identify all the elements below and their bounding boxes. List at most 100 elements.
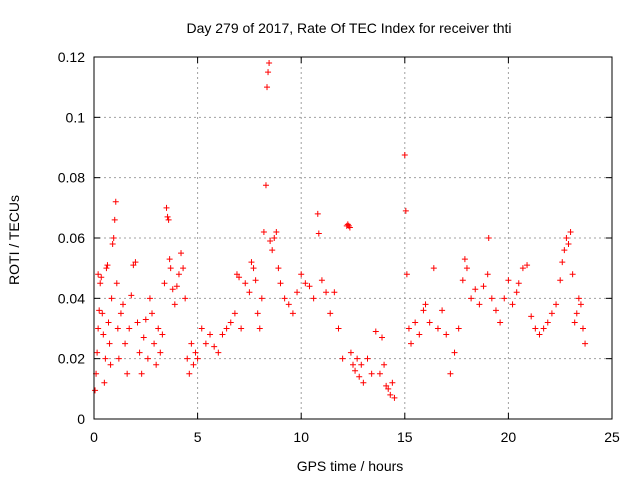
data-point (335, 325, 342, 332)
data-point (476, 301, 483, 308)
data-point (567, 228, 574, 235)
data-point (194, 355, 201, 362)
data-point (571, 319, 578, 326)
data-point (315, 230, 322, 237)
data-point (155, 325, 162, 332)
data-point (273, 228, 280, 235)
data-point (579, 325, 586, 332)
data-point (238, 325, 245, 332)
data-point (277, 280, 284, 287)
data-point (372, 328, 379, 335)
data-point (202, 340, 209, 347)
y-tick-label: 0.06 (58, 230, 85, 246)
data-point (327, 310, 334, 317)
data-point (536, 331, 543, 338)
data-point (443, 331, 450, 338)
data-point (103, 265, 110, 272)
data-point (161, 280, 168, 287)
data-point (557, 277, 564, 284)
data-point (513, 289, 520, 296)
data-point (186, 370, 193, 377)
axis-ticks: 0 5 10 15 20 25 0 0.02 0.04 0.06 0.08 0.1 0.12 (58, 49, 620, 445)
data-point (242, 280, 249, 287)
data-point (250, 265, 257, 272)
data-point (98, 274, 105, 281)
data-point (180, 265, 187, 272)
data-point (281, 295, 288, 302)
data-point (524, 262, 531, 269)
data-point (318, 277, 325, 284)
data-point (262, 182, 269, 189)
data-point (294, 289, 301, 296)
data-point (480, 283, 487, 290)
data-point (271, 235, 278, 241)
y-tick-label: 0.12 (58, 49, 85, 65)
data-point (207, 331, 214, 338)
data-point (157, 349, 164, 356)
data-point (381, 361, 388, 368)
data-point (323, 289, 330, 296)
data-point (99, 310, 106, 317)
data-point (126, 325, 133, 332)
data-point (182, 295, 189, 302)
data-point (109, 241, 116, 248)
data-point (573, 310, 580, 317)
data-point (408, 340, 415, 347)
data-point (140, 334, 147, 341)
y-tick-label: 0.04 (58, 290, 85, 306)
data-point (389, 379, 396, 386)
y-tick-label: 0.02 (58, 351, 85, 367)
data-point (544, 319, 551, 326)
data-point (260, 228, 267, 235)
data-point (252, 277, 259, 284)
data-point (151, 340, 158, 347)
data-point (254, 310, 261, 317)
data-point (559, 259, 566, 266)
data-point (347, 349, 354, 356)
data-point (509, 301, 516, 308)
data-point (505, 277, 512, 284)
data-point (561, 247, 568, 254)
chart-title: Day 279 of 2017, Rate Of TEC Index for r… (186, 20, 511, 36)
data-point (128, 292, 135, 299)
data-point (451, 349, 458, 356)
data-point (211, 343, 218, 350)
x-tick-label: 15 (397, 429, 413, 445)
x-axis-label: GPS time / hours (297, 458, 404, 474)
grid (94, 57, 612, 419)
data-point (306, 283, 313, 290)
data-point (368, 370, 375, 377)
data-point (430, 265, 437, 272)
data-point (383, 382, 390, 389)
data-point (426, 319, 433, 326)
x-tick-label: 10 (293, 429, 309, 445)
data-point (401, 152, 408, 159)
x-tick-label: 0 (90, 429, 98, 445)
data-point (95, 325, 102, 332)
data-point (120, 301, 127, 308)
data-point (461, 256, 468, 263)
data-point (108, 295, 115, 302)
data-point (553, 301, 560, 308)
data-point (102, 355, 109, 362)
data-point (269, 247, 276, 254)
x-tick-label: 20 (501, 429, 517, 445)
data-point (112, 198, 119, 205)
data-point (350, 361, 356, 368)
data-point (314, 210, 321, 217)
data-point (107, 361, 114, 368)
data-point (360, 379, 367, 386)
data-point (246, 289, 253, 296)
data-point (265, 69, 272, 76)
data-point (227, 319, 234, 326)
y-axis-label: ROTI / TECUs (6, 195, 22, 285)
data-point (356, 373, 363, 380)
data-point (492, 307, 499, 314)
data-point (364, 355, 371, 362)
data-point (233, 271, 240, 278)
data-point (223, 325, 230, 332)
data-point (188, 340, 195, 347)
data-point (97, 280, 104, 287)
